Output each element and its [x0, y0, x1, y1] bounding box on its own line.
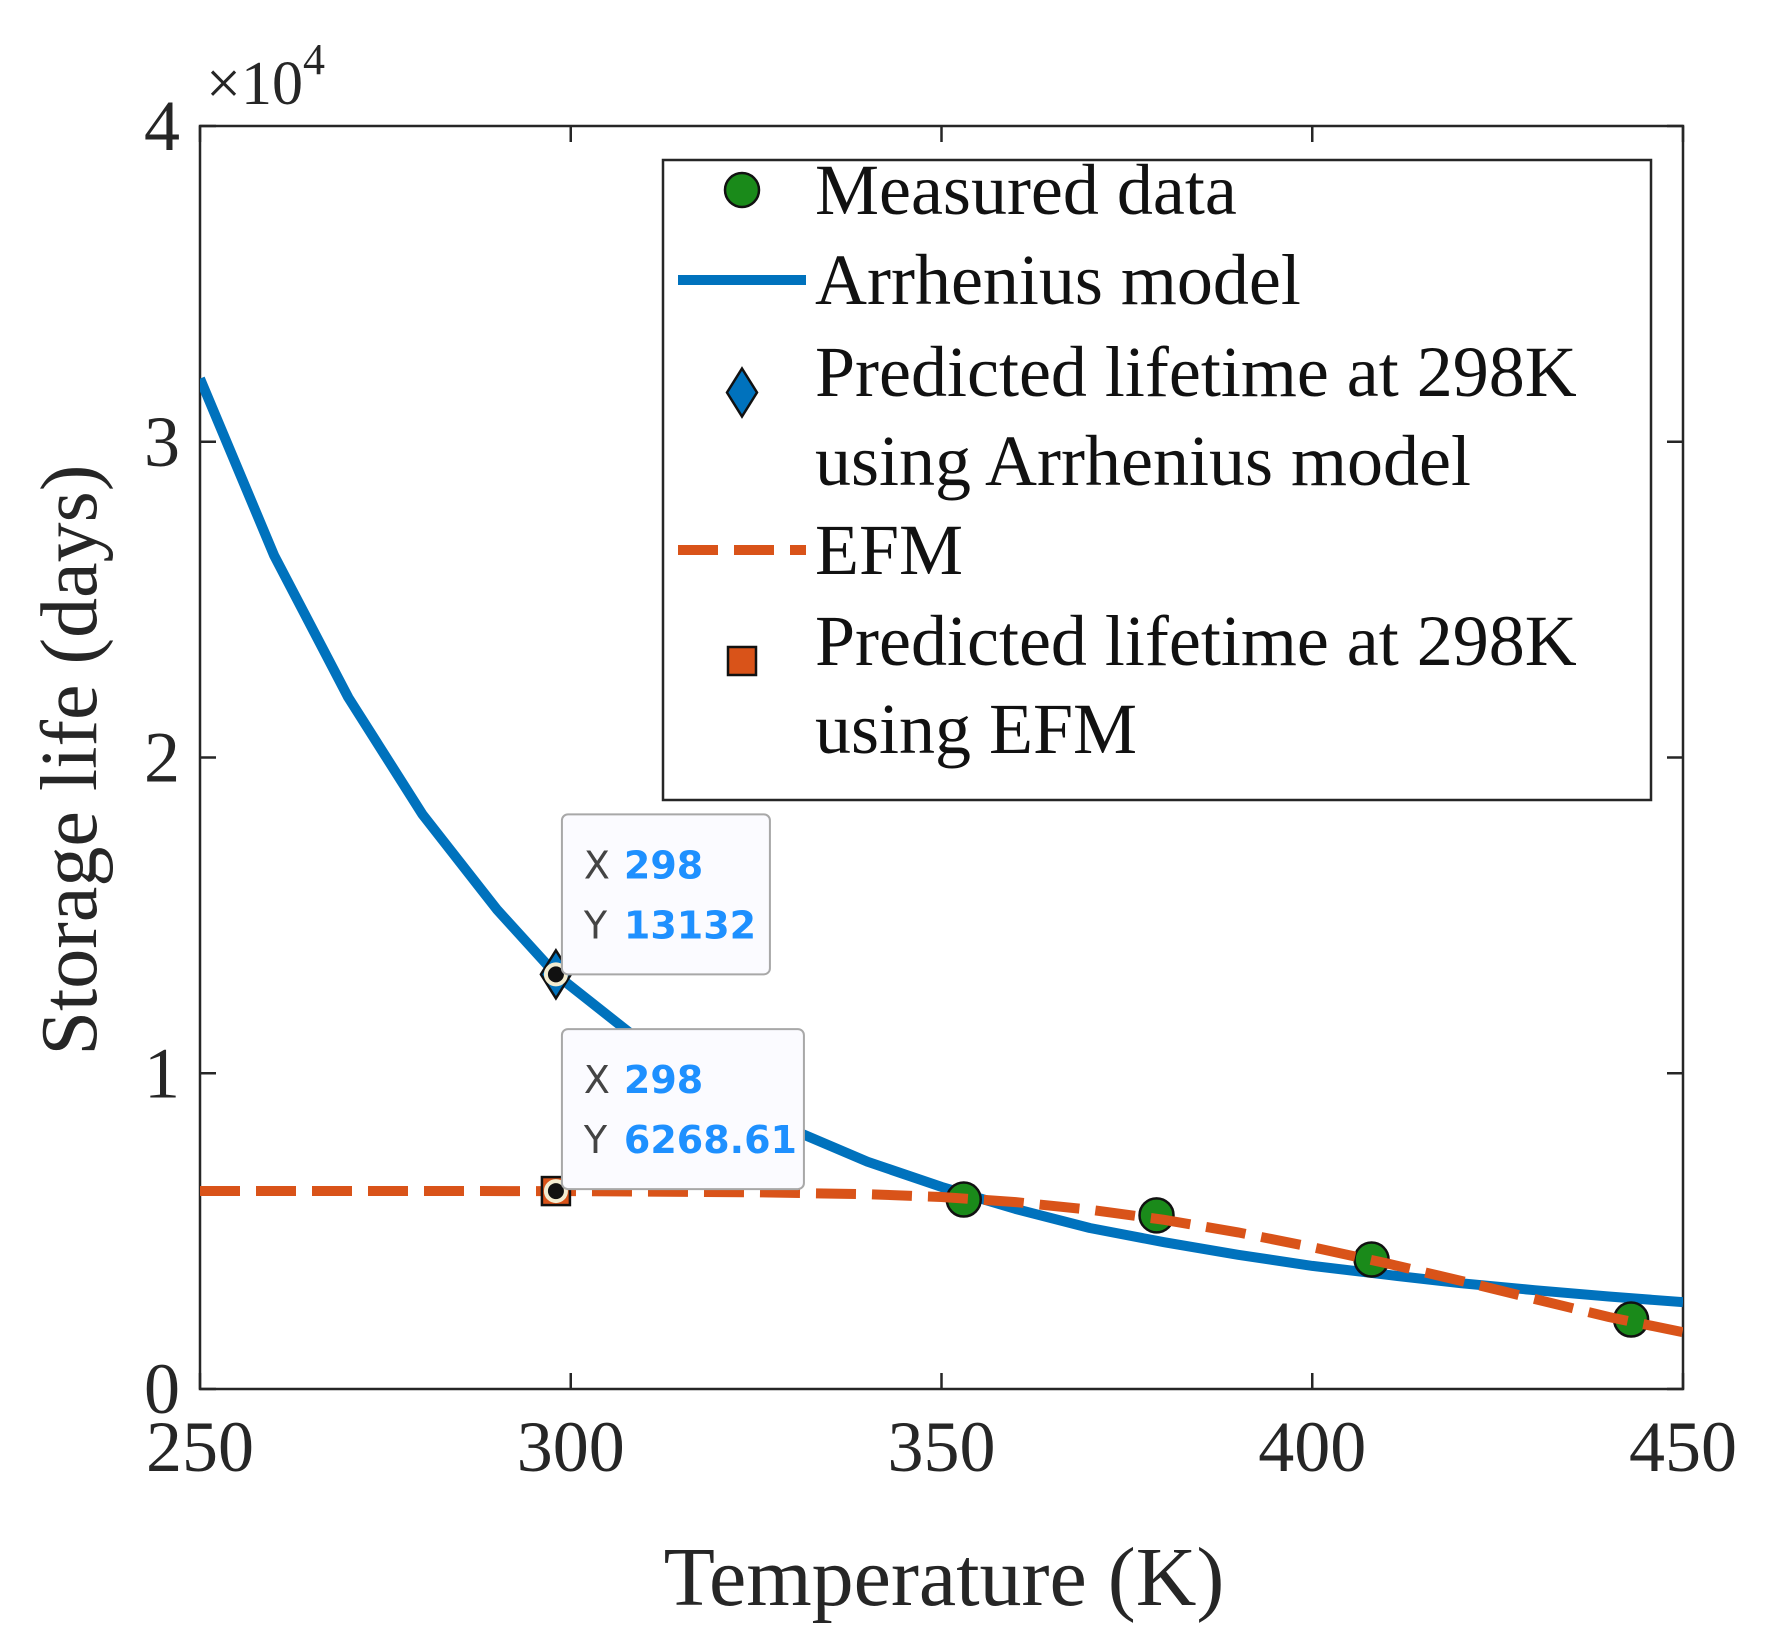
- y-tick-label: 3: [144, 402, 180, 482]
- x-tick-label: 450: [1629, 1407, 1737, 1487]
- datatip-x-value: 298: [624, 1058, 703, 1102]
- plot-area: 250 300 350 400 450 0 1 2 3 4: [144, 86, 1737, 1487]
- datatip-x-label: X: [584, 1058, 610, 1102]
- y-tick-label: 1: [144, 1033, 180, 1113]
- y-exponent-power: 4: [303, 35, 325, 84]
- legend-entry-label: Predicted lifetime at 298K: [815, 601, 1577, 681]
- datatip-anchor: [543, 1179, 568, 1204]
- legend-entry-label: Measured data: [815, 150, 1237, 230]
- x-tick-label: 400: [1258, 1407, 1366, 1487]
- legend-entry-label: using Arrhenius model: [815, 421, 1471, 501]
- datatip-x-value: 298: [624, 843, 703, 887]
- x-tick-label: 300: [517, 1407, 625, 1487]
- y-exponent-base: ×10: [206, 50, 303, 118]
- legend-icon-arrhenius-predicted: [725, 366, 759, 419]
- legend-icon-measured: [723, 171, 761, 209]
- y-tick-label: 0: [144, 1349, 180, 1429]
- y-exponent-label: ×104: [206, 35, 325, 118]
- datatip-y-label: Y: [583, 1118, 608, 1162]
- legend: Measured data Arrhenius model Predicted li…: [661, 150, 1653, 802]
- x-tick-label: 250: [146, 1407, 254, 1487]
- y-tick-label: 2: [144, 718, 180, 798]
- x-axis-label: Temperature (K): [664, 1531, 1225, 1624]
- legend-box: [661, 158, 1653, 802]
- datatip-box: [560, 813, 771, 976]
- datatip-box: [560, 1028, 805, 1191]
- legend-entry-label: Predicted lifetime at 298K: [815, 332, 1577, 412]
- datatip-y-value: 6268.61: [624, 1118, 797, 1162]
- svg-text:×104: ×104: [206, 35, 325, 118]
- legend-entry-label: EFM: [815, 510, 963, 590]
- legend-entry-label: using EFM: [815, 689, 1137, 769]
- legend-entry-label: Arrhenius model: [815, 240, 1301, 320]
- datatip-y-value: 13132: [624, 903, 756, 947]
- y-axis-label: Storage life (days): [26, 465, 114, 1056]
- x-tick-label: 350: [888, 1407, 996, 1487]
- arrhenius-model-line: [200, 376, 1683, 1308]
- efm-model-line: [200, 1186, 1683, 1338]
- series-group: [200, 376, 1683, 1338]
- datatips: X 298 Y 13132 X 298 Y 6268.61: [560, 813, 805, 1191]
- datatip-y-label: Y: [583, 903, 608, 947]
- legend-icon-efm-predicted: [726, 645, 758, 677]
- y-tick-label: 4: [144, 86, 180, 166]
- datatip-x-label: X: [584, 843, 610, 887]
